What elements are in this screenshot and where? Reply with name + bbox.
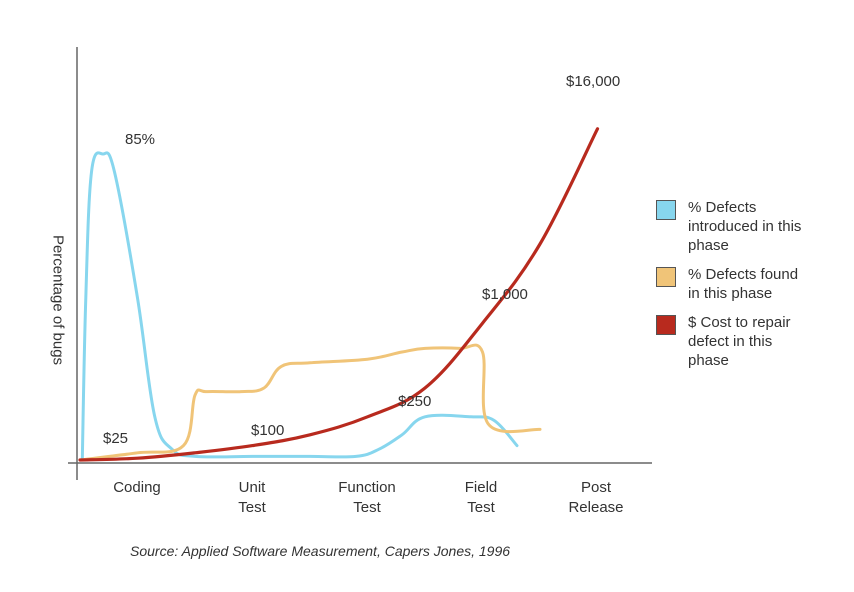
legend-swatch-blue xyxy=(656,200,676,220)
x-tick-line: Coding xyxy=(113,479,161,496)
series-line-cost-to-repair xyxy=(78,127,600,462)
x-tick-label-function-test: Function Test xyxy=(338,479,396,516)
series-line-defects-found xyxy=(78,343,542,462)
legend-swatch-red xyxy=(656,315,676,335)
series-layer xyxy=(78,127,600,462)
x-tick-line: Unit xyxy=(239,479,267,496)
x-tick-line: Test xyxy=(467,499,495,516)
x-tick-label-coding: Coding xyxy=(113,479,161,496)
tick-layer: Coding Unit Test Function Test Field Test Post R… xyxy=(113,479,623,516)
legend-item-defects-introduced: % Defects introduced in this phase xyxy=(656,198,846,255)
cost-label-coding: $25 xyxy=(103,430,128,447)
annotation-layer: 85% $25 $100 $250 $1,000 $16,000 xyxy=(103,73,620,447)
legend: % Defects introduced in this phase % Def… xyxy=(656,198,846,380)
series-line-defects-introduced xyxy=(80,151,519,462)
peak-label-85: 85% xyxy=(125,131,155,148)
x-tick-line: Release xyxy=(568,499,623,516)
source-caption: Source: Applied Software Measurement, Ca… xyxy=(130,543,511,559)
axes xyxy=(68,47,652,480)
y-axis-label: Percentage of bugs xyxy=(49,234,67,366)
cost-label-field-test: $1,000 xyxy=(482,286,528,303)
cost-label-post-release: $16,000 xyxy=(566,73,620,90)
x-tick-label-post-release: Post Release xyxy=(568,479,623,516)
x-tick-line: Field xyxy=(465,479,498,496)
legend-label-cost-to-repair: $ Cost to repair defect in this phase xyxy=(688,314,791,369)
legend-swatch-orange xyxy=(656,267,676,287)
cost-label-function-test: $250 xyxy=(398,393,431,410)
legend-item-defects-found: % Defects found in this phase xyxy=(656,265,846,303)
x-tick-line: Post xyxy=(581,479,612,496)
x-tick-label-unit-test: Unit Test xyxy=(238,479,266,516)
legend-label-defects-introduced: % Defects introduced in this phase xyxy=(688,199,802,254)
legend-item-cost-to-repair: $ Cost to repair defect in this phase xyxy=(656,313,846,370)
cost-label-unit-test: $100 xyxy=(251,422,284,439)
legend-label-defects-found: % Defects found in this phase xyxy=(688,266,799,302)
x-tick-line: Test xyxy=(238,499,266,516)
x-tick-label-field-test: Field Test xyxy=(465,479,498,516)
x-tick-line: Test xyxy=(353,499,381,516)
x-tick-line: Function xyxy=(338,479,396,496)
